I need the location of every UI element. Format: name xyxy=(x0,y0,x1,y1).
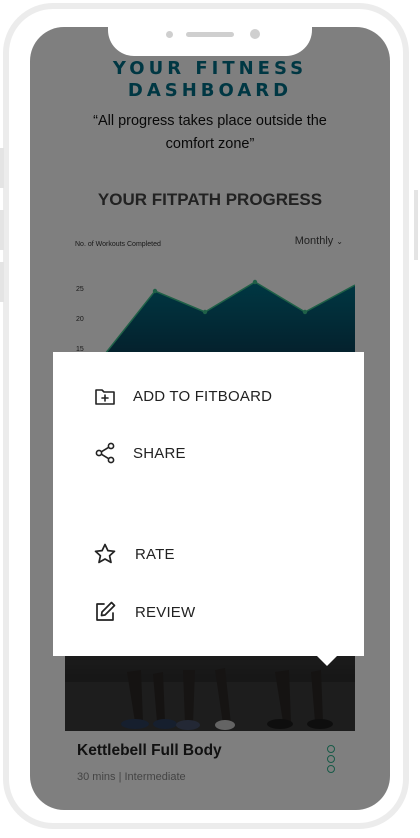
star-icon xyxy=(94,543,116,564)
menu-item-rate[interactable]: RATE xyxy=(93,539,175,569)
phone-notch xyxy=(108,22,312,56)
menu-item-label: ADD TO FITBOARD xyxy=(133,387,273,405)
menu-item-label: RATE xyxy=(135,545,175,563)
menu-item-label: SHARE xyxy=(133,444,186,462)
menu-item-share[interactable]: SHARE xyxy=(93,438,186,468)
edit-icon xyxy=(96,601,116,621)
phone-side-button xyxy=(414,190,418,260)
phone-side-button xyxy=(0,262,4,302)
phone-side-button xyxy=(0,148,4,188)
menu-item-add-to-fitboard[interactable]: ADD TO FITBOARD xyxy=(93,381,272,411)
menu-item-review[interactable]: REVIEW xyxy=(93,597,195,627)
folder-plus-icon xyxy=(95,389,115,405)
menu-item-label: REVIEW xyxy=(135,603,196,621)
phone-side-button xyxy=(0,210,4,250)
context-menu: ADD TO FITBOARD SHARE RATE REVIEW xyxy=(53,352,364,656)
share-icon xyxy=(95,442,115,464)
context-menu-caret xyxy=(317,656,337,666)
